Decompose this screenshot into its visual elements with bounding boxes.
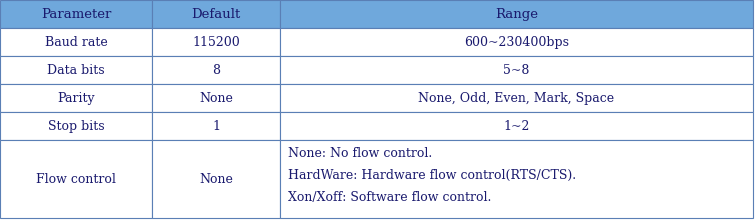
Bar [152,112,280,140]
Text: 5~8: 5~8 [504,64,530,77]
Bar [152,56,280,84]
Text: Stop bits: Stop bits [48,119,104,132]
Bar [0,0,152,28]
Bar [0,84,152,112]
Bar [280,28,753,56]
Bar [152,84,280,112]
Bar [0,56,152,84]
Bar [280,112,753,140]
Text: Baud rate: Baud rate [45,35,107,48]
Text: 1~2: 1~2 [504,119,530,132]
Text: Data bits: Data bits [47,64,105,77]
Text: 600~230400bps: 600~230400bps [464,35,569,48]
Bar [280,0,753,28]
Text: 115200: 115200 [192,35,240,48]
Text: None: None [199,172,233,185]
Text: Flow control: Flow control [36,172,116,185]
Text: HardWare: Hardware flow control(RTS/CTS).: HardWare: Hardware flow control(RTS/CTS)… [288,169,576,182]
Text: 8: 8 [212,64,220,77]
Bar [280,84,753,112]
Text: Default: Default [191,7,241,20]
Bar [152,140,280,218]
Bar [152,0,280,28]
Text: Xon/Xoff: Software flow control.: Xon/Xoff: Software flow control. [288,191,492,204]
Bar [280,56,753,84]
Bar [0,112,152,140]
Bar [0,28,152,56]
Text: None, Odd, Even, Mark, Space: None, Odd, Even, Mark, Space [418,92,615,104]
Text: None: None [199,92,233,104]
Text: 1: 1 [212,119,220,132]
Text: Parameter: Parameter [41,7,111,20]
Text: Parity: Parity [57,92,95,104]
Text: None: No flow control.: None: No flow control. [288,147,433,160]
Text: Range: Range [495,7,538,20]
Bar [0,140,152,218]
Bar [280,140,753,218]
Bar [152,28,280,56]
